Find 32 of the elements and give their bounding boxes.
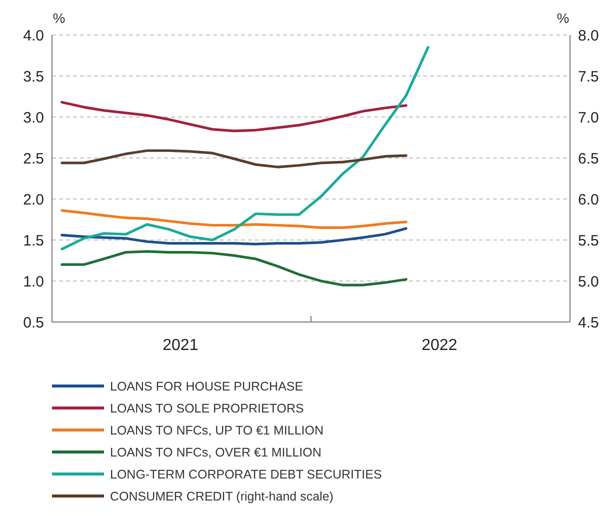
x-tick-label: 2022 [422,337,458,354]
y2-tick-label: 7.0 [578,109,599,126]
y-tick-label: 1.5 [23,232,44,250]
y2-tick-label: 8.0 [578,27,599,44]
legend-label: LOANS TO NFCs, OVER €1 MILLION [110,445,322,460]
y-tick-label: 3.0 [23,109,44,126]
y-tick-label: 2.0 [23,191,44,208]
y2-tick-label: 5.0 [578,273,599,290]
line-series [60,100,408,132]
line-series [60,227,408,246]
legend-label: LOANS TO NFCs, UP TO €1 MILLION [110,423,324,438]
line-series [60,250,408,286]
y2-axis-title: % [556,10,570,26]
y2-tick-label: 6.0 [578,191,599,208]
y-axis-title: % [52,10,66,26]
legend-label: LOANS FOR HOUSE PURCHASE [110,379,304,394]
y-tick-label: 4.0 [23,27,44,44]
line-series [60,46,430,250]
y2-tick-label: 7.5 [578,68,599,86]
y-tick-label: 1.0 [23,273,44,290]
y-tick-label: 2.5 [23,150,44,168]
y2-tick-label: 4.5 [578,314,599,332]
y-tick-label: 0.5 [23,314,44,332]
legend-label: LOANS TO SOLE PROPRIETORS [110,401,304,416]
line-series [60,149,408,168]
x-tick-label: 2021 [162,337,198,354]
legend-label: CONSUMER CREDIT (right-hand scale) [110,489,334,504]
legend-label: LONG-TERM CORPORATE DEBT SECURITIES [110,467,382,482]
y-tick-label: 3.5 [23,68,44,86]
y2-tick-label: 6.5 [578,150,599,168]
y2-tick-label: 5.5 [578,232,599,250]
line-series [60,209,408,229]
